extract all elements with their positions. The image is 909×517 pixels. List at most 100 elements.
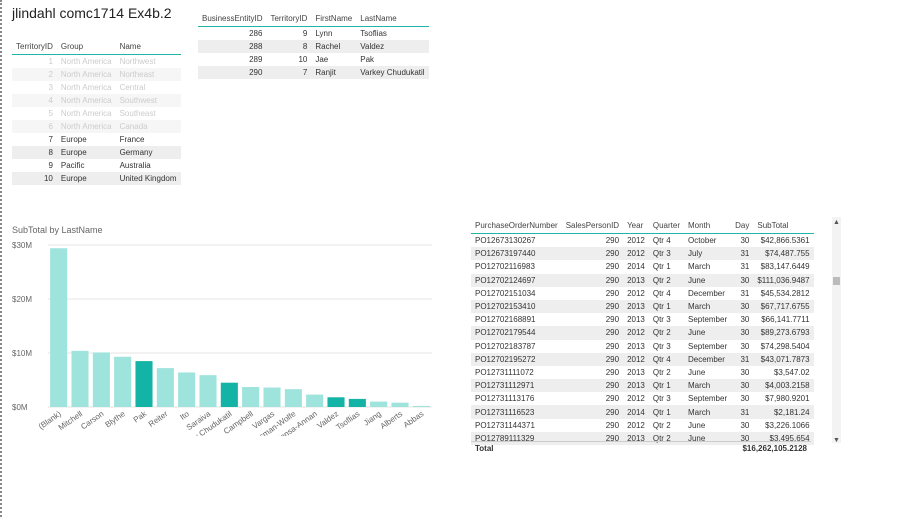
table-cell: Northwest <box>119 57 156 66</box>
table-cell: September <box>687 341 728 351</box>
table-row[interactable]: 6 North America Canada <box>12 120 181 133</box>
column-header-name[interactable]: Name <box>115 38 181 55</box>
table-cell: Central <box>119 83 146 92</box>
column-header-purchaseordernumber[interactable]: PurchaseOrderNumber <box>471 217 562 234</box>
column-header-businessentityid[interactable]: BusinessEntityID <box>198 10 267 27</box>
scroll-down-icon[interactable]: ▼ <box>833 437 840 444</box>
table-row[interactable]: PO12702179544 290 2012 Qtr 2 June 30 $89,273.6… <box>471 326 814 340</box>
table-cell: Europe <box>60 148 87 157</box>
table-cell: Lynn <box>315 29 333 38</box>
table-row[interactable]: PO12702183787 290 2013 Qtr 3 September 30 $74,… <box>471 340 814 353</box>
territory-table[interactable]: TerritoryID Group Name 1 North America Nor… <box>12 38 181 185</box>
table-cell: 290 <box>605 315 620 325</box>
salesperson-table[interactable]: BusinessEntityID TerritoryID FirstName L… <box>198 10 429 79</box>
column-header-month[interactable]: Month <box>683 217 732 234</box>
table-row[interactable]: 290 7 Ranjit Varkey Chudukatil <box>198 66 429 79</box>
bar[interactable] <box>263 387 281 407</box>
bar[interactable] <box>92 352 110 407</box>
bar[interactable] <box>412 405 430 407</box>
bar[interactable] <box>199 375 217 407</box>
table-cell: Pacific <box>60 161 85 170</box>
column-header-group[interactable]: Group <box>56 38 116 55</box>
table-cell: $3,495.654 <box>769 433 810 443</box>
table-row[interactable]: PO12731113176 290 2012 Qtr 3 September 30 $7,9… <box>471 392 814 405</box>
bar[interactable] <box>178 372 196 407</box>
table-row[interactable]: 2 North America Northeast <box>12 68 181 81</box>
table-row[interactable]: PO12702124697 290 2013 Qtr 2 June 30 $111,036.… <box>471 273 814 287</box>
table-row[interactable]: PO12702116983 290 2014 Qtr 1 March 31 $83,147.… <box>471 260 814 273</box>
table-row[interactable]: 289 10 Jae Pak <box>198 53 429 66</box>
scroll-thumb[interactable] <box>833 277 840 285</box>
purchase-order-table-container[interactable]: PurchaseOrderNumber SalesPersonID Year Q… <box>471 217 841 455</box>
table-cell: $74,487.755 <box>765 249 810 259</box>
column-header-territoryid[interactable]: TerritoryID <box>12 38 57 55</box>
table-row[interactable]: PO12702153410 290 2013 Qtr 1 March 30 $67,717.… <box>471 299 814 314</box>
table-cell: Southwest <box>119 96 157 105</box>
table-row[interactable]: 286 9 Lynn Tsoflias <box>198 27 429 41</box>
bar[interactable] <box>50 248 68 407</box>
table-cell: June <box>687 433 706 443</box>
table-cell: 4 <box>48 96 53 105</box>
table-row[interactable]: PO12702168891 290 2013 Qtr 3 September 30 $66,… <box>471 313 814 326</box>
table-cell: 2013 <box>627 381 645 391</box>
bar[interactable] <box>242 387 260 407</box>
column-header-firstname[interactable]: FirstName <box>311 10 357 27</box>
bar[interactable] <box>284 389 302 407</box>
table-row[interactable]: PO12731111072 290 2013 Qtr 2 June 30 $3,547.02 <box>471 366 814 379</box>
column-header-lastname[interactable]: LastName <box>356 10 429 27</box>
table-cell: Southeast <box>119 109 156 118</box>
table-row[interactable]: 5 North America Southeast <box>12 107 181 120</box>
vertical-scrollbar[interactable]: ▲ ▼ <box>832 217 841 444</box>
table-cell: United Kingdom <box>119 174 177 183</box>
column-header-quarter[interactable]: Quarter <box>648 217 684 234</box>
table-cell: Australia <box>119 161 151 170</box>
table-row[interactable]: PO12702151034 290 2012 Qtr 4 December 31 $45,5… <box>471 287 814 300</box>
bar[interactable] <box>114 356 132 407</box>
column-header-day[interactable]: Day <box>731 217 754 234</box>
table-cell: 288 <box>249 42 263 51</box>
table-cell: Qtr 2 <box>652 367 671 377</box>
bar[interactable] <box>71 350 89 407</box>
column-header-salespersonid[interactable]: SalesPersonID <box>561 217 624 234</box>
table-row[interactable]: PO12673197440 290 2012 Qtr 3 July 31 $74,487.7… <box>471 247 814 261</box>
table-cell: North America <box>60 83 112 92</box>
table-cell: Canada <box>119 122 148 131</box>
table-row[interactable]: PO12673130267 290 2012 Qtr 4 October 30 $42,86… <box>471 234 814 248</box>
table-row[interactable]: 7 Europe France <box>12 133 181 146</box>
chart-title: SubTotal by LastName <box>12 225 103 235</box>
table-row[interactable]: 3 North America Central <box>12 81 181 94</box>
table-cell: Qtr 1 <box>652 302 671 312</box>
table-row[interactable]: 4 North America Southwest <box>12 94 181 107</box>
bar[interactable] <box>156 368 174 407</box>
bar[interactable] <box>220 382 238 407</box>
bar[interactable] <box>327 397 345 407</box>
column-header-territoryid[interactable]: TerritoryID <box>266 10 312 27</box>
bar[interactable] <box>135 361 153 407</box>
table-row[interactable]: 8 Europe Germany <box>12 146 181 159</box>
scroll-up-icon[interactable]: ▲ <box>833 219 840 226</box>
purchase-order-table[interactable]: PurchaseOrderNumber SalesPersonID Year Q… <box>471 217 814 445</box>
bar[interactable] <box>306 394 324 407</box>
table-cell: 30 <box>740 315 750 325</box>
table-row[interactable]: 9 Pacific Australia <box>12 159 181 172</box>
table-cell: 30 <box>740 341 750 351</box>
table-cell: 7 <box>48 135 53 144</box>
table-row[interactable]: PO12731116523 290 2014 Qtr 1 March 31 $2,181.2… <box>471 405 814 419</box>
table-row[interactable]: 1 North America Northwest <box>12 55 181 69</box>
table-row[interactable]: PO12702195272 290 2012 Qtr 4 December 31 $43,0… <box>471 352 814 366</box>
column-header-year[interactable]: Year <box>623 217 649 234</box>
column-header-subtotal[interactable]: SubTotal <box>753 217 814 234</box>
bar[interactable] <box>370 401 388 407</box>
table-cell: $67,717.6755 <box>760 302 810 312</box>
bar[interactable] <box>391 402 409 407</box>
subtotal-bar-chart[interactable]: $0M$10M$20M$30M(Blank)MitchellCarsonBlyt… <box>0 236 460 436</box>
bar[interactable] <box>348 398 366 407</box>
table-cell: 2012 <box>627 354 645 364</box>
table-row[interactable]: PO12731144371 290 2012 Qtr 2 June 30 $3,226.10… <box>471 419 814 432</box>
table-row[interactable]: 10 Europe United Kingdom <box>12 172 181 185</box>
table-row[interactable]: PO12731112971 290 2013 Qtr 1 March 30 $4,003.2… <box>471 379 814 393</box>
table-cell: $2,181.24 <box>773 407 810 417</box>
table-cell: June <box>687 367 706 377</box>
table-cell: 290 <box>605 328 620 338</box>
table-row[interactable]: 288 8 Rachel Valdez <box>198 40 429 53</box>
